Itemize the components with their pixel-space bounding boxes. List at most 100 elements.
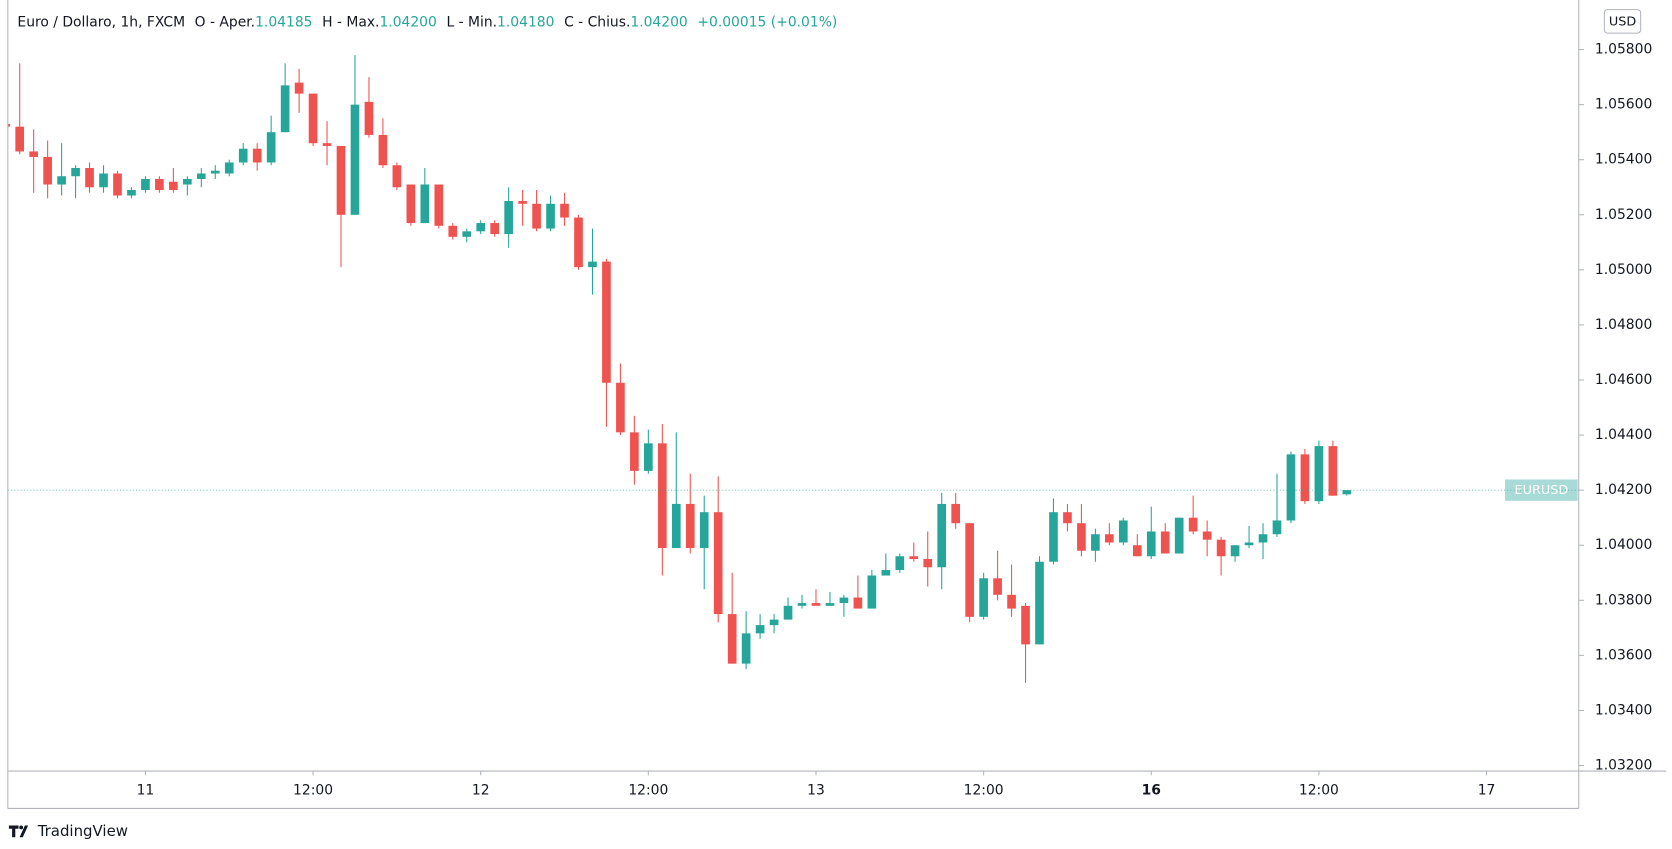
legend-label: L - Min. — [446, 14, 497, 30]
candle-body — [769, 619, 779, 626]
candle-body — [811, 603, 821, 606]
candle-body — [43, 156, 52, 185]
candle-body — [434, 184, 444, 226]
candle-body — [71, 167, 80, 177]
candle-body — [657, 443, 667, 548]
candle-body — [1244, 542, 1254, 546]
candle-body — [224, 162, 234, 174]
candle-body — [322, 143, 332, 146]
candle-body — [29, 151, 38, 157]
candle-body — [671, 503, 681, 548]
candle-body — [15, 126, 25, 152]
x-tick-label: 12:00 — [964, 782, 1004, 798]
symbol-label: EURUSD — [1515, 483, 1569, 498]
candle-body — [602, 261, 611, 383]
candle-body — [266, 132, 276, 163]
candle-body — [1286, 454, 1296, 521]
candle-body — [797, 603, 807, 606]
candle-body — [546, 203, 555, 229]
candle-body — [993, 578, 1002, 595]
candle-body — [183, 178, 192, 185]
candle-body — [169, 181, 178, 191]
last-price-marker — [1505, 479, 1578, 501]
candle-body — [210, 170, 220, 174]
candle-body — [951, 503, 961, 524]
candle-body — [1035, 561, 1044, 645]
candle-body — [867, 575, 877, 609]
x-tick-label: 13 — [807, 782, 825, 798]
candle-body — [7, 123, 11, 127]
candle-body — [1314, 446, 1324, 502]
chart-title: Euro / Dollaro, 1h, FXCM — [17, 14, 185, 30]
candle-body — [727, 614, 737, 664]
x-tick-label: 11 — [137, 782, 155, 798]
candle-body — [392, 165, 402, 188]
candle-body — [378, 134, 388, 166]
y-tick-label: 1.03800 — [1595, 592, 1652, 608]
candle-body — [1300, 454, 1310, 502]
candle-body — [644, 443, 653, 471]
candle-body — [141, 178, 150, 191]
brand-logo — [8, 825, 29, 838]
candle-body — [1160, 531, 1170, 554]
legend-label: H - Max. — [322, 14, 379, 30]
candle-body — [1091, 534, 1100, 551]
candle-body — [783, 605, 793, 620]
legend-value: 1.04200 — [630, 14, 687, 30]
legend-value: 1.04180 — [497, 14, 554, 30]
y-tick-label: 1.04000 — [1595, 537, 1652, 553]
candle-body — [909, 556, 919, 560]
candle-body — [532, 203, 541, 229]
candle-body — [616, 382, 625, 433]
candle-body — [294, 82, 304, 94]
x-tick-label: 12:00 — [628, 782, 668, 798]
candle-body — [1258, 534, 1268, 543]
legend-label: O - Aper. — [195, 14, 255, 30]
legend: Euro / Dollaro, 1h, FXCM O - Aper.1.04185… — [17, 14, 837, 30]
candle-body — [881, 570, 891, 576]
candle-body — [113, 173, 122, 196]
y-tick-label: 1.04200 — [1595, 482, 1652, 498]
y-tick-label: 1.04600 — [1595, 372, 1652, 388]
x-tick-label: 12:00 — [293, 782, 333, 798]
candle-body — [699, 512, 709, 548]
candle-body — [979, 578, 988, 617]
legend-change: +0.00015 (+0.01%) — [697, 14, 837, 30]
currency-box[interactable] — [1603, 9, 1642, 34]
candle-body — [1007, 594, 1016, 609]
candle-body — [99, 173, 108, 188]
candle-body — [462, 231, 472, 237]
candle-body — [308, 93, 318, 144]
candle-body — [1342, 490, 1352, 495]
candle-body — [476, 223, 486, 232]
candle-body — [364, 101, 374, 135]
candle-body — [1202, 531, 1212, 540]
candle-body — [1118, 520, 1128, 543]
candle-body — [518, 201, 527, 204]
candle-body — [560, 203, 569, 218]
brand: TradingView — [37, 822, 128, 840]
candle-body — [196, 173, 206, 179]
y-tick-label: 1.05000 — [1595, 262, 1652, 278]
legend-value: 1.04200 — [379, 14, 436, 30]
y-tick-label: 1.04800 — [1595, 317, 1652, 333]
candle-body — [839, 597, 849, 604]
candle-body — [588, 261, 597, 268]
candle-body — [420, 184, 430, 224]
candle-body — [923, 559, 933, 568]
y-tick-label: 1.05800 — [1595, 42, 1652, 58]
candle-body — [895, 556, 905, 571]
candle-body — [630, 432, 639, 471]
candle-body — [127, 190, 136, 196]
x-tick-label: 12:00 — [1299, 782, 1339, 798]
plot-area — [7, 55, 1579, 683]
candle-body — [1230, 545, 1240, 557]
candle-body — [1077, 523, 1086, 551]
candle-body — [350, 104, 360, 215]
candle-body — [1328, 446, 1338, 496]
y-tick-label: 1.04400 — [1595, 427, 1652, 443]
candle-body — [1188, 517, 1198, 532]
candle-body — [85, 167, 94, 188]
candle-body — [252, 148, 262, 163]
